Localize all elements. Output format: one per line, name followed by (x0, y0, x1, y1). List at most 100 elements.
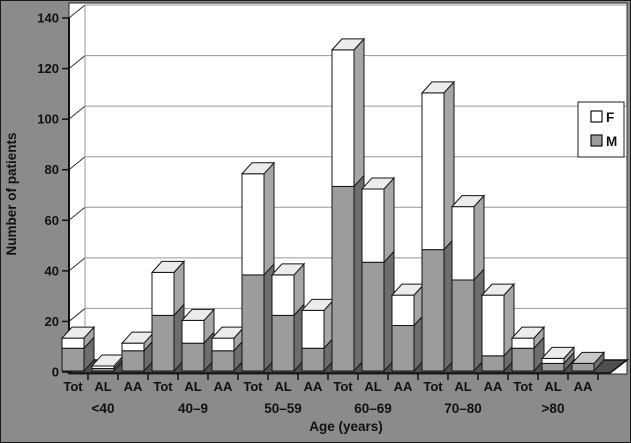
y-tick-label: 80 (45, 162, 59, 177)
bar-segment-f (421, 92, 445, 251)
x-tick-label: AA (394, 379, 413, 394)
bar-segment-f (451, 206, 475, 281)
bar-segment-f (481, 294, 505, 357)
bar-top-face (330, 38, 366, 51)
y-tick-label: 60 (45, 213, 59, 228)
bar-segment-f (181, 319, 205, 344)
bar-segment-f (151, 271, 175, 316)
bar-top-face (570, 351, 606, 364)
bar-top-face (540, 346, 576, 359)
gridline-connector (68, 4, 86, 19)
bars-layer (60, 37, 606, 373)
bar-segment-f (271, 274, 295, 316)
bar-side-face-f (263, 161, 275, 277)
x-tick-label: Tot (153, 379, 173, 394)
x-tick-label: AA (304, 379, 323, 394)
bar-segment-f (241, 173, 265, 276)
legend-swatch-m (590, 134, 603, 147)
x-axis-title: Age (years) (309, 419, 383, 434)
x-tick-label: Tot (423, 379, 443, 394)
bar-segment-f (511, 337, 535, 349)
bar-top-face (180, 308, 216, 321)
bar-top-face (480, 283, 516, 296)
gridline-connector (68, 308, 86, 322)
y-tick-label: 20 (45, 314, 59, 329)
y-tick-label: 40 (45, 263, 59, 278)
x-tick-label: AL (364, 379, 381, 394)
legend: F M (577, 101, 625, 158)
y-tick-label: 100 (37, 112, 59, 127)
bar-segment-m (421, 249, 445, 372)
bar-top-face (420, 81, 456, 94)
group-label: 60–69 (354, 401, 392, 416)
bar-top-face (450, 195, 486, 208)
bar-top-face (510, 326, 546, 339)
bar-segment-f (331, 49, 355, 187)
gridline-connector (68, 156, 86, 171)
bar-segment-f (121, 342, 145, 352)
bar-side-face-f (473, 194, 485, 282)
bar-segment-m (391, 324, 415, 372)
bar-segment-m (541, 362, 565, 372)
y-tick-label: 0 (52, 365, 59, 380)
x-tick-label: AA (574, 379, 593, 394)
bar-top-face (360, 177, 396, 190)
group-label: >80 (542, 401, 565, 416)
y-labels-layer: 0 20 40 60 80 100 120 140 (37, 11, 69, 380)
gridline-connector (68, 206, 86, 221)
x-tick-label: AA (124, 379, 143, 394)
y-tick-label: 140 (37, 11, 59, 26)
bar-segment-m (451, 279, 475, 372)
gridline-connector (68, 105, 86, 120)
bar-side-face-f (353, 37, 365, 188)
bar-segment-m (481, 355, 505, 372)
bar-segment-m (271, 314, 295, 372)
bar-segment-f (541, 357, 565, 364)
bar-segment-m (151, 314, 175, 372)
bar-top-face (60, 326, 96, 339)
gridline-connector (68, 257, 86, 272)
x-tick-label: Tot (333, 379, 353, 394)
bar-top-face (150, 260, 186, 273)
bar-segment-f (301, 309, 325, 349)
legend-label-f: F (606, 110, 614, 125)
bar-segment-f (361, 188, 385, 263)
bar-side-face-f (383, 176, 395, 264)
legend-label-m: M (606, 134, 617, 149)
bar-top-face (270, 263, 306, 276)
x-tick-label: Tot (63, 379, 83, 394)
y-axis-title: Number of patients (4, 132, 19, 255)
x-tick-label: Tot (513, 379, 533, 394)
bar-segment-m (301, 347, 325, 372)
x-tick-label: AL (94, 379, 111, 394)
x-tick-label: AA (214, 379, 233, 394)
x-tick-label: AL (544, 379, 561, 394)
bar-segment-f (61, 337, 85, 349)
bar-segment-m (571, 362, 595, 372)
bar-segment-m (511, 347, 535, 372)
y-tick-label: 120 (37, 61, 59, 76)
legend-swatch-f (590, 110, 603, 123)
bar-segment-f (211, 337, 235, 352)
group-label: <40 (92, 401, 115, 416)
x-tick-label: Tot (243, 379, 263, 394)
bar-segment-m (361, 261, 385, 372)
bar-top-face (240, 162, 276, 175)
group-label: 50–59 (264, 401, 302, 416)
bar-segment-m (61, 347, 85, 372)
x-tick-label: AL (274, 379, 291, 394)
bar-segment-m (241, 274, 265, 372)
bar-segment-f (391, 294, 415, 326)
bar-segment-m (331, 185, 355, 372)
x-tick-label: AA (484, 379, 503, 394)
bar-segment-m (121, 350, 145, 372)
bar-segment-m (181, 342, 205, 372)
gridline-connector (68, 55, 86, 69)
x-tick-label: AL (454, 379, 471, 394)
group-label: 40–9 (178, 401, 208, 416)
bar-segment-m (211, 350, 235, 372)
x-tick-label: AL (184, 379, 201, 394)
